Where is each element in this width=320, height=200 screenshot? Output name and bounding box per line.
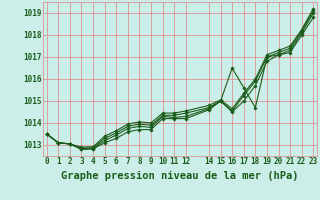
X-axis label: Graphe pression niveau de la mer (hPa): Graphe pression niveau de la mer (hPa) xyxy=(61,171,299,181)
